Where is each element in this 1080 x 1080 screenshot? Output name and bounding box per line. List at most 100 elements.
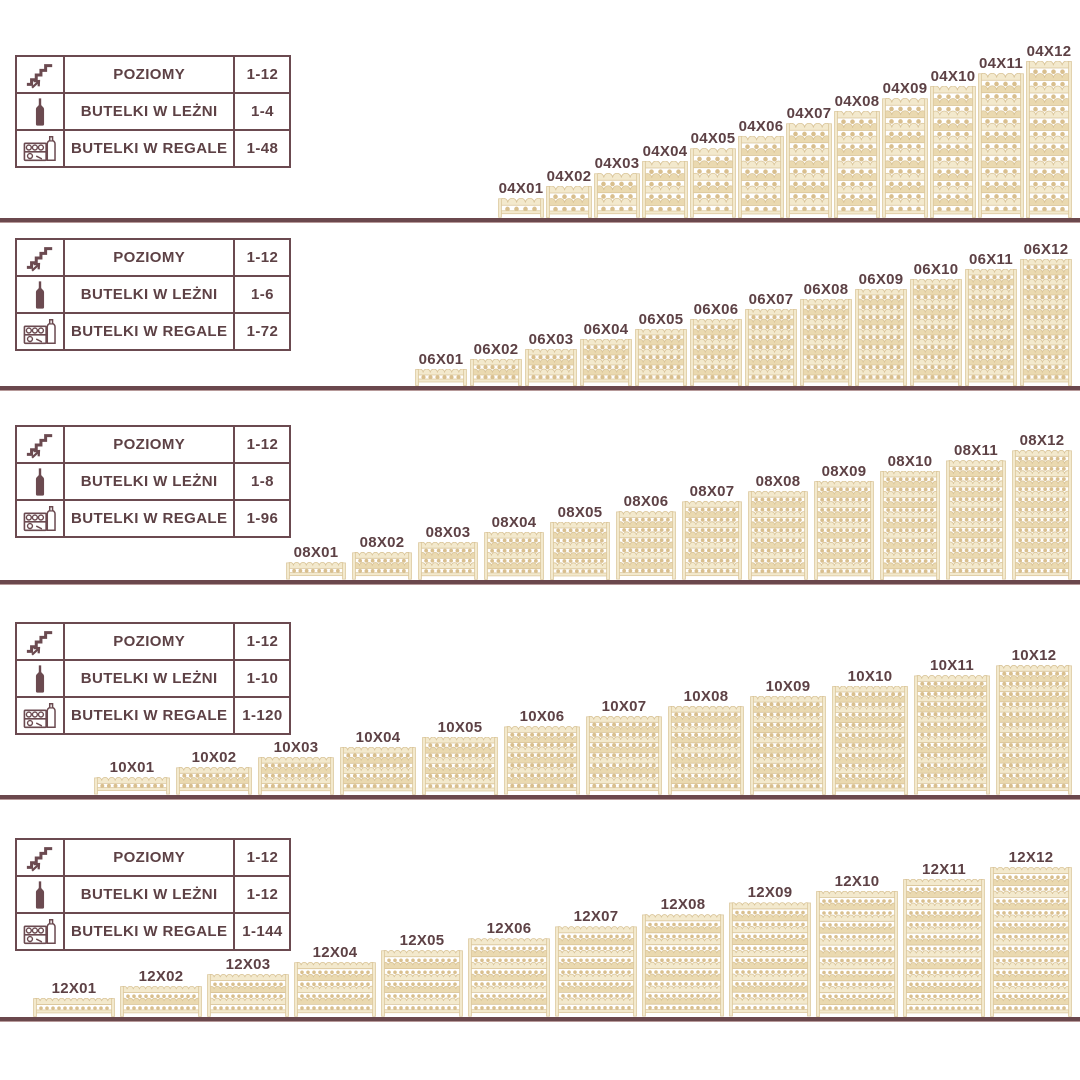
rack-item-12x12: 12X12 <box>990 850 1072 1017</box>
rack-illustration <box>978 73 1024 218</box>
rack-item-10x08: 10X08 <box>668 689 744 795</box>
table-row-levels: POZIOMY 1-12 <box>15 55 292 94</box>
rack-size-label: 08X06 <box>623 493 669 510</box>
rack-illustration <box>33 998 115 1017</box>
specs-table-04: POZIOMY 1-12 BUTELKI W LEŻNI 1-4 BUTELKI… <box>15 55 292 168</box>
rack-size-label: 04X05 <box>690 130 736 147</box>
rack-illustration <box>642 914 724 1017</box>
specs-table-12: POZIOMY 1-12 BUTELKI W LEŻNI 1-12 BUTELK… <box>15 838 292 951</box>
row-label: POZIOMY <box>62 425 236 464</box>
row-label: POZIOMY <box>62 622 236 661</box>
rack-item-06x05: 06X05 <box>635 312 687 386</box>
rack-item-12x06: 12X06 <box>468 921 550 1017</box>
rack-size-label: 12X07 <box>573 908 619 925</box>
row-value: 1-10 <box>233 659 292 698</box>
rack-illustration <box>800 299 852 386</box>
wine-bottle-icon <box>15 875 65 914</box>
rack-size-label: 08X10 <box>887 453 933 470</box>
rack-size-label: 04X10 <box>930 68 976 85</box>
rack-size-label: 06X09 <box>858 271 904 288</box>
rack-size-label: 08X12 <box>1019 432 1065 449</box>
rack-size-label: 10X06 <box>519 708 565 725</box>
row-label: POZIOMY <box>62 238 236 277</box>
rack-item-08x05: 08X05 <box>550 505 610 580</box>
rack-illustration <box>690 319 742 386</box>
rack-size-label: 10X10 <box>847 668 893 685</box>
rack-size-label: 04X11 <box>978 55 1024 72</box>
rack-illustration <box>682 501 742 580</box>
rack-illustration <box>176 767 252 795</box>
rack-item-10x07: 10X07 <box>586 699 662 795</box>
rack-row-06: 06X01 06X02 06X03 06X04 06X05 06X06 06X07 06X08… <box>415 242 1072 386</box>
row-label: POZIOMY <box>62 55 236 94</box>
rack-item-10x06: 10X06 <box>504 709 580 795</box>
rack-item-12x10: 12X10 <box>816 874 898 1017</box>
wine-rack-icon <box>15 312 65 351</box>
rack-item-08x08: 08X08 <box>748 474 808 580</box>
rack-size-label: 12X10 <box>834 873 880 890</box>
rack-item-10x10: 10X10 <box>832 669 908 795</box>
rack-size-label: 12X12 <box>1008 849 1054 866</box>
rack-illustration <box>1026 61 1072 218</box>
rack-size-label: 06X06 <box>693 301 739 318</box>
rack-size-label: 08X11 <box>953 442 999 459</box>
rack-illustration <box>286 562 346 580</box>
rack-item-10x09: 10X09 <box>750 679 826 795</box>
rack-size-label: 10X05 <box>437 719 483 736</box>
rack-size-label: 10X02 <box>191 749 237 766</box>
table-row-bottles-per-row: BUTELKI W LEŻNI 1-4 <box>15 92 292 131</box>
table-row-bottles-per-row: BUTELKI W LEŻNI 1-12 <box>15 875 292 914</box>
table-row-bottles-total: BUTELKI W REGALE 1-96 <box>15 499 292 538</box>
rack-item-06x04: 06X04 <box>580 322 632 386</box>
rack-row-08: 08X01 08X02 08X03 08X04 08X05 08X06 08X07 08X08… <box>286 433 1072 580</box>
rack-size-label: 10X03 <box>273 739 319 756</box>
rack-illustration <box>668 706 744 795</box>
rack-illustration <box>418 542 478 580</box>
row-value: 1-12 <box>233 425 292 464</box>
wine-bottle-icon <box>15 92 65 131</box>
rack-size-label: 08X04 <box>491 514 537 531</box>
rack-illustration <box>832 686 908 795</box>
rack-size-label: 06X04 <box>583 321 629 338</box>
stairs-up-icon <box>15 425 65 464</box>
rack-item-10x11: 10X11 <box>914 658 990 795</box>
rack-item-04x06: 04X06 <box>738 119 784 218</box>
rack-size-label: 08X08 <box>755 473 801 490</box>
rack-size-label: 06X10 <box>913 261 959 278</box>
rack-item-06x02: 06X02 <box>470 342 522 386</box>
rack-illustration <box>504 726 580 795</box>
row-value: 1-4 <box>233 92 292 131</box>
stairs-up-icon <box>15 238 65 277</box>
rack-illustration <box>586 716 662 795</box>
rack-illustration <box>340 747 416 795</box>
rack-row-04: 04X01 04X02 04X03 04X04 04X05 04X06 04X07 04X08… <box>498 44 1072 218</box>
table-row-bottles-per-row: BUTELKI W LEŻNI 1-8 <box>15 462 292 501</box>
rack-item-06x12: 06X12 <box>1020 242 1072 386</box>
rack-item-04x12: 04X12 <box>1026 44 1072 218</box>
rack-illustration <box>642 161 688 218</box>
specs-table-06: POZIOMY 1-12 BUTELKI W LEŻNI 1-6 BUTELKI… <box>15 238 292 351</box>
rack-size-label: 12X08 <box>660 896 706 913</box>
wine-rack-icon <box>15 129 65 168</box>
rack-item-04x05: 04X05 <box>690 131 736 218</box>
row-value: 1-48 <box>233 129 292 168</box>
wine-bottle-icon <box>15 462 65 501</box>
rack-size-label: 06X08 <box>803 281 849 298</box>
rack-size-label: 04X07 <box>786 105 832 122</box>
wine-rack-icon <box>15 912 65 951</box>
rack-illustration <box>207 974 289 1017</box>
rack-size-label: 10X12 <box>1011 647 1057 664</box>
rack-item-08x06: 08X06 <box>616 494 676 580</box>
rack-item-06x01: 06X01 <box>415 352 467 386</box>
rack-illustration <box>498 198 544 218</box>
rack-item-10x01: 10X01 <box>94 760 170 795</box>
rack-illustration <box>616 511 676 580</box>
rack-size-label: 04X08 <box>834 93 880 110</box>
rack-size-label: 04X02 <box>546 168 592 185</box>
rack-size-label: 12X01 <box>51 980 97 997</box>
rack-illustration <box>930 86 976 218</box>
rack-item-12x05: 12X05 <box>381 933 463 1017</box>
row-label: BUTELKI W LEŻNI <box>62 92 236 131</box>
rack-size-label: 08X01 <box>293 544 339 561</box>
row-value: 1-96 <box>233 499 292 538</box>
